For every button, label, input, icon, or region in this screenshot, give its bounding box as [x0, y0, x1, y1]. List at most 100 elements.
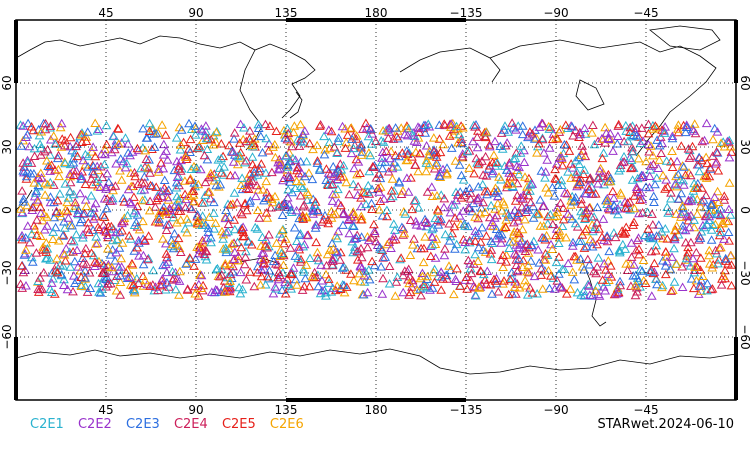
observation-marker — [539, 233, 549, 242]
observation-marker — [139, 184, 150, 194]
observation-marker — [470, 290, 481, 300]
observation-marker — [409, 196, 420, 205]
observation-marker — [349, 163, 359, 173]
observation-marker — [555, 124, 566, 134]
observation-marker — [713, 208, 724, 218]
observation-marker — [339, 208, 349, 218]
observation-marker — [497, 144, 508, 153]
observation-marker — [23, 118, 33, 128]
observation-marker — [457, 138, 468, 148]
observation-marker — [327, 179, 338, 189]
observation-marker — [399, 228, 410, 238]
observation-marker — [576, 206, 586, 216]
observation-marker — [42, 179, 53, 189]
observation-marker — [297, 285, 308, 294]
observation-marker — [512, 178, 523, 188]
legend-item-c2e1: C2E1 — [30, 417, 64, 432]
observation-marker — [579, 123, 590, 132]
observation-marker — [145, 281, 155, 290]
observation-marker — [283, 184, 294, 194]
observation-marker — [375, 242, 385, 252]
observation-marker — [18, 267, 29, 277]
observation-marker — [346, 148, 357, 158]
observation-marker — [620, 203, 631, 212]
observation-marker — [627, 121, 638, 130]
observation-marker — [364, 166, 375, 176]
observation-marker — [609, 289, 620, 299]
observation-marker — [658, 233, 668, 243]
observation-marker — [572, 181, 582, 191]
observation-marker — [557, 283, 568, 292]
observation-marker — [484, 140, 495, 149]
observation-marker — [224, 243, 234, 253]
observation-marker — [480, 207, 490, 216]
observation-marker — [175, 144, 186, 154]
hudson-bay — [575, 79, 605, 111]
observation-marker — [558, 203, 569, 212]
observation-marker — [68, 189, 79, 199]
observation-marker — [229, 188, 240, 197]
observation-marker — [508, 122, 519, 132]
observation-marker — [327, 283, 338, 292]
observation-marker — [136, 163, 146, 173]
observation-marker — [691, 247, 702, 257]
observation-marker — [602, 231, 612, 240]
observation-marker — [560, 120, 571, 129]
observation-marker — [535, 195, 546, 204]
observation-marker — [307, 174, 318, 184]
observation-marker — [628, 146, 638, 156]
observation-marker — [616, 190, 627, 199]
observation-marker — [253, 119, 264, 129]
observation-marker — [644, 171, 655, 180]
observation-marker — [246, 239, 257, 249]
observation-marker — [277, 285, 287, 294]
observation-marker — [507, 118, 517, 127]
observation-marker — [403, 123, 414, 133]
observation-marker — [695, 233, 706, 242]
observation-marker — [584, 184, 594, 194]
observation-marker — [298, 267, 309, 276]
observation-marker — [241, 136, 252, 146]
observation-marker — [27, 257, 38, 266]
observation-marker — [211, 172, 222, 182]
observation-marker — [369, 260, 380, 270]
observation-marker — [115, 277, 126, 286]
observation-marker — [100, 149, 110, 159]
observation-marker — [68, 153, 79, 163]
observation-marker — [706, 235, 717, 244]
observation-marker — [396, 253, 406, 262]
observation-marker — [229, 224, 240, 234]
observation-marker — [580, 129, 591, 138]
observation-marker — [352, 246, 363, 256]
observation-marker — [515, 238, 525, 248]
observation-marker — [52, 195, 63, 205]
observation-marker — [725, 141, 736, 151]
observation-marker — [172, 172, 183, 181]
observation-marker — [676, 188, 687, 198]
observation-marker — [155, 186, 166, 196]
observation-marker — [382, 211, 392, 221]
observation-marker — [111, 247, 122, 257]
observation-marker — [619, 151, 629, 161]
observation-marker — [78, 232, 88, 242]
observation-marker — [394, 176, 404, 186]
observation-marker — [40, 124, 51, 134]
observation-marker — [512, 190, 523, 200]
observation-marker — [572, 287, 583, 297]
observation-marker — [346, 269, 356, 278]
observation-marker — [53, 235, 64, 245]
observation-marker — [139, 195, 150, 204]
observation-marker — [97, 172, 108, 182]
observation-marker — [647, 219, 658, 229]
observation-marker — [21, 174, 32, 183]
observation-marker — [22, 129, 33, 139]
greenland — [649, 25, 721, 51]
observation-marker — [711, 147, 722, 156]
observation-marker — [653, 163, 664, 172]
observation-marker — [578, 146, 588, 155]
observation-marker — [661, 252, 672, 261]
observation-marker — [78, 155, 89, 165]
observation-marker — [65, 262, 76, 271]
observation-marker — [466, 268, 477, 278]
observation-marker — [680, 225, 691, 235]
